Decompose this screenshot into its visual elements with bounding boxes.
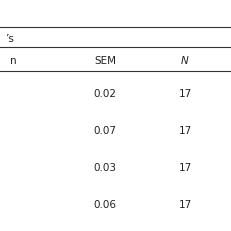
Text: 17: 17 bbox=[178, 200, 191, 210]
Text: 17: 17 bbox=[178, 89, 191, 99]
Text: n: n bbox=[10, 56, 17, 66]
Text: N: N bbox=[180, 56, 188, 66]
Text: SEM: SEM bbox=[94, 56, 116, 66]
Text: 0.02: 0.02 bbox=[93, 89, 116, 99]
Text: 17: 17 bbox=[178, 126, 191, 136]
Text: ’s: ’s bbox=[5, 34, 14, 44]
Text: 0.07: 0.07 bbox=[93, 126, 116, 136]
Text: 0.06: 0.06 bbox=[93, 200, 116, 210]
Text: 0.03: 0.03 bbox=[93, 163, 116, 173]
Text: 17: 17 bbox=[178, 163, 191, 173]
